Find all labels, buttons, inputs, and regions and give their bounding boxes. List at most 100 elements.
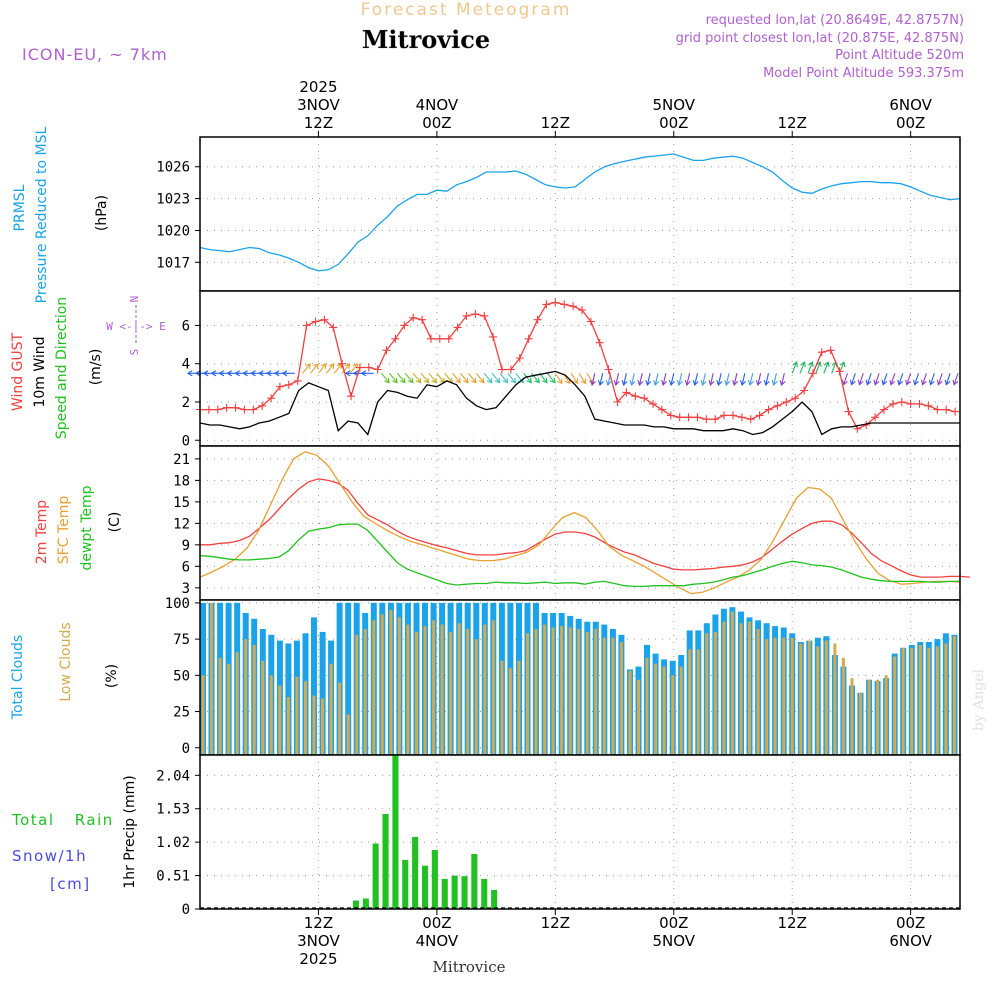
gust-marker xyxy=(835,367,844,376)
total-cloud-bar xyxy=(336,602,343,755)
temp-2m-line xyxy=(200,478,970,578)
wind-arrow xyxy=(491,372,501,384)
wind-arrow xyxy=(749,373,754,386)
wind-arrow-head xyxy=(407,377,414,384)
low-cloud-bar xyxy=(560,626,564,755)
gust-marker xyxy=(773,401,782,410)
model-altitude: Model Point Altitude 593.375m xyxy=(763,66,964,81)
bottom-time-label: 00Z xyxy=(422,914,451,932)
low-cloud-bar xyxy=(765,639,769,755)
panel-border xyxy=(199,754,961,910)
low-cloud-bar xyxy=(833,643,837,755)
compass-s: S xyxy=(128,349,141,356)
gust-marker xyxy=(906,399,915,408)
low-cloud-bar xyxy=(329,663,333,755)
footer-station: Mitrovice xyxy=(433,958,506,976)
low-cloud-bar xyxy=(901,647,905,755)
gust-marker xyxy=(915,399,924,408)
gust-marker xyxy=(409,313,418,322)
gust-marker xyxy=(737,413,746,422)
gust-marker xyxy=(453,323,462,332)
wind-arrow-head xyxy=(841,379,848,386)
rain-bar xyxy=(412,836,419,909)
rain-bar xyxy=(362,898,369,909)
gust-marker xyxy=(880,405,888,414)
gust-marker xyxy=(311,317,320,326)
gust-marker xyxy=(844,407,853,416)
low-cloud-bar xyxy=(807,640,811,755)
wind-arrow-head xyxy=(321,363,327,369)
rain-bar xyxy=(402,859,409,909)
wind-arrow-head xyxy=(431,377,438,384)
wind-arrow-head xyxy=(210,370,217,377)
label-percent: (%) xyxy=(104,664,120,688)
gust-marker xyxy=(578,306,586,315)
low-cloud-bar xyxy=(730,611,734,755)
rain-bar xyxy=(461,876,468,909)
low-cloud-bar xyxy=(594,629,598,755)
y-tick-label: 0 xyxy=(182,741,190,757)
low-cloud-bar xyxy=(269,675,273,755)
wind-arrow-head xyxy=(936,379,943,386)
y-tick-label: 3 xyxy=(182,581,190,597)
gust-marker xyxy=(302,321,311,330)
gust-marker xyxy=(595,338,604,347)
wind-arrow-head xyxy=(605,380,612,387)
low-cloud-bar xyxy=(449,631,453,755)
rain-bar xyxy=(441,878,448,909)
wind-arrow-head xyxy=(873,379,880,386)
gust-marker xyxy=(506,365,515,374)
y-tick-label: 2 xyxy=(182,395,190,411)
wind-arrow xyxy=(890,373,896,385)
low-cloud-bar xyxy=(304,681,307,755)
wind-arrow-head xyxy=(808,361,814,368)
gust-marker xyxy=(275,382,284,391)
compass-n: N xyxy=(128,296,141,303)
rain-bar xyxy=(392,755,399,909)
wind-arrow xyxy=(906,373,912,385)
wind-arrow xyxy=(757,373,762,386)
wind-arrow xyxy=(507,372,516,384)
panel-bg xyxy=(200,137,960,291)
gust-marker xyxy=(640,394,649,403)
gust-marker xyxy=(213,405,222,414)
gust-marker xyxy=(649,399,657,408)
wind-arrow-head xyxy=(305,363,311,369)
gust-marker xyxy=(329,323,338,332)
pressure-line xyxy=(199,153,961,272)
wind-arrow-head xyxy=(234,370,240,377)
y-tick-label: 1.02 xyxy=(156,835,190,851)
wind-arrow xyxy=(452,372,461,384)
wind-arrow xyxy=(468,372,477,384)
temperature-panel: 3 6 9 12 15 18 21 xyxy=(173,445,970,601)
bottom-time-label: 2025 xyxy=(299,950,337,968)
low-cloud-bar xyxy=(218,657,222,755)
wind-arrow xyxy=(381,372,390,384)
wind-arrow xyxy=(310,363,319,374)
wind-arrow-head xyxy=(360,370,367,377)
gust-marker xyxy=(871,413,880,422)
y-tick-label: 100 xyxy=(165,596,190,612)
wind-arrow xyxy=(499,372,508,384)
y-tick-label: 21 xyxy=(173,452,190,468)
top-time-label: 5NOV xyxy=(652,96,695,114)
gust-marker xyxy=(729,411,737,420)
wind-arrow xyxy=(733,373,738,386)
low-cloud-bar xyxy=(491,620,495,755)
wind-arrow-head xyxy=(258,370,264,377)
rain-bar xyxy=(481,878,488,909)
wind-arrow xyxy=(444,372,453,384)
wind-arrow-head xyxy=(849,379,856,386)
wind-arrow-head xyxy=(265,370,272,377)
low-cloud-bar xyxy=(645,657,649,755)
gust-marker xyxy=(542,300,551,309)
top-time-label: 00Z xyxy=(422,114,451,132)
wind-arrow-head xyxy=(708,380,715,387)
total-cloud-bar xyxy=(311,617,317,755)
y-tick-label: 0.51 xyxy=(156,869,190,885)
wind-arrow-head xyxy=(771,380,778,387)
gust-marker xyxy=(400,321,409,330)
top-time-label: 12Z xyxy=(304,114,333,132)
bottom-time-label: 6NOV xyxy=(889,932,932,950)
wind-arrow-head xyxy=(550,377,556,384)
